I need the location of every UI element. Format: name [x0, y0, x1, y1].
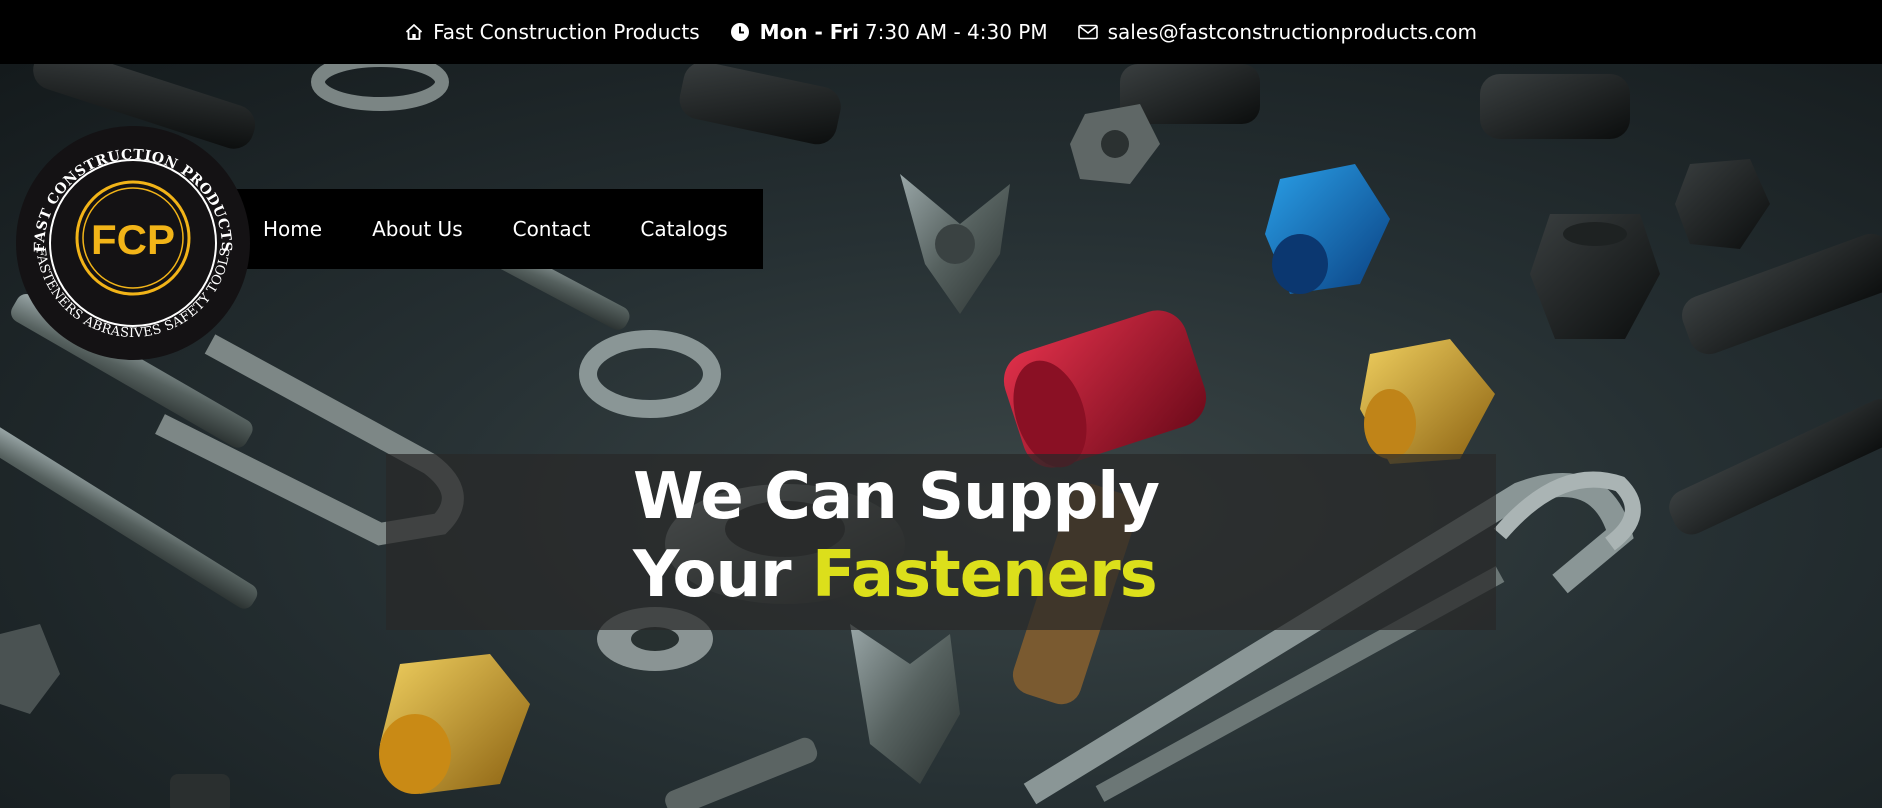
hours-time: 7:30 AM - 4:30 PM — [864, 20, 1048, 44]
nav-catalogs[interactable]: Catalogs — [640, 217, 728, 241]
email-address[interactable]: sales@fastconstructionproducts.com — [1107, 20, 1477, 44]
headline-overlay — [386, 454, 1496, 630]
company-info: Fast Construction Products — [405, 20, 700, 44]
company-name: Fast Construction Products — [433, 20, 700, 44]
business-hours: Mon - Fri 7:30 AM - 4:30 PM — [730, 20, 1048, 44]
nav-about-us[interactable]: About Us — [372, 217, 463, 241]
headline-line-2-prefix: Your — [633, 538, 812, 612]
top-info-bar: Fast Construction Products Mon - Fri 7:30… — [0, 0, 1882, 64]
company-logo[interactable]: FCP FAST CONSTRUCTION PRODUCTS FASTENERS… — [14, 124, 252, 362]
envelope-icon — [1077, 24, 1098, 40]
home-icon — [405, 23, 423, 41]
clock-icon — [730, 22, 750, 42]
headline-line-1: We Can Supply — [633, 460, 1160, 534]
logo-initials: FCP — [91, 216, 175, 263]
hero-headline: We Can Supply Your Fasteners — [633, 458, 1160, 614]
email-link[interactable]: sales@fastconstructionproducts.com — [1077, 20, 1477, 44]
nav-contact[interactable]: Contact — [512, 217, 591, 241]
hero-banner — [0, 64, 1882, 808]
nav-home[interactable]: Home — [263, 217, 323, 241]
headline-accent-word: Fasteners — [811, 538, 1158, 612]
main-nav: Home About Us Contact Catalogs — [236, 189, 763, 269]
fasteners-background-image — [0, 64, 1882, 808]
hours-days: Mon - Fri — [759, 20, 859, 44]
